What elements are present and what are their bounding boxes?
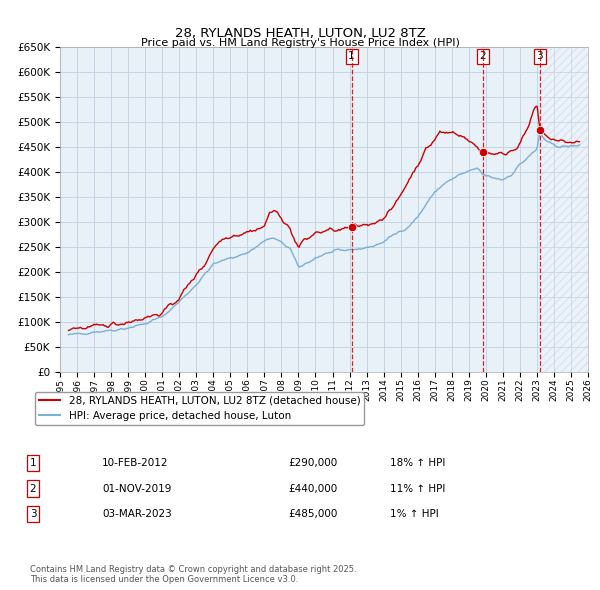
Text: 3: 3 <box>536 51 543 61</box>
Bar <box>540 47 588 372</box>
Text: 2: 2 <box>29 484 37 493</box>
Text: 03-MAR-2023: 03-MAR-2023 <box>102 509 172 519</box>
Text: 18% ↑ HPI: 18% ↑ HPI <box>390 458 445 468</box>
Legend: 28, RYLANDS HEATH, LUTON, LU2 8TZ (detached house), HPI: Average price, detached: 28, RYLANDS HEATH, LUTON, LU2 8TZ (detac… <box>35 392 364 425</box>
Text: £485,000: £485,000 <box>288 509 337 519</box>
Bar <box>540 47 588 372</box>
Text: 10-FEB-2012: 10-FEB-2012 <box>102 458 169 468</box>
Text: Contains HM Land Registry data © Crown copyright and database right 2025.
This d: Contains HM Land Registry data © Crown c… <box>30 565 356 584</box>
Text: 01-NOV-2019: 01-NOV-2019 <box>102 484 172 493</box>
Text: Price paid vs. HM Land Registry's House Price Index (HPI): Price paid vs. HM Land Registry's House … <box>140 38 460 48</box>
Text: 1: 1 <box>348 51 355 61</box>
Text: £440,000: £440,000 <box>288 484 337 493</box>
Text: 3: 3 <box>29 509 37 519</box>
Text: 11% ↑ HPI: 11% ↑ HPI <box>390 484 445 493</box>
Text: £290,000: £290,000 <box>288 458 337 468</box>
Text: 1: 1 <box>29 458 37 468</box>
Text: 2: 2 <box>479 51 486 61</box>
Text: 1% ↑ HPI: 1% ↑ HPI <box>390 509 439 519</box>
Text: 28, RYLANDS HEATH, LUTON, LU2 8TZ: 28, RYLANDS HEATH, LUTON, LU2 8TZ <box>175 27 425 40</box>
